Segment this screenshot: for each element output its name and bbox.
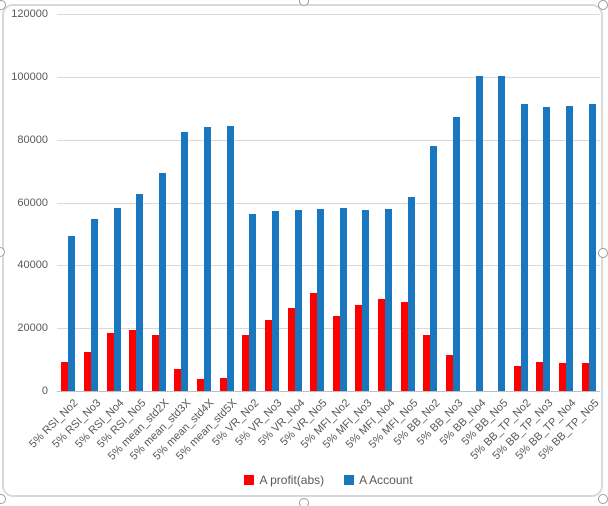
- selection-handle-bottom-right[interactable]: [598, 494, 608, 504]
- bar-profit[interactable]: [219, 378, 227, 391]
- y-tick-label: 100000: [11, 70, 48, 83]
- legend-swatch-icon: [344, 475, 355, 485]
- bar-profit[interactable]: [513, 365, 521, 391]
- y-gridline: [57, 139, 600, 141]
- bar-profit[interactable]: [287, 308, 295, 391]
- bar-profit[interactable]: [423, 334, 431, 391]
- y-gridline: [57, 76, 600, 78]
- bar-account[interactable]: [90, 219, 98, 391]
- y-tick-label: 40000: [17, 259, 48, 272]
- legend-item[interactable]: A profit(abs): [244, 473, 324, 487]
- bar-account[interactable]: [294, 210, 302, 391]
- bar-account[interactable]: [271, 211, 279, 391]
- bar-profit[interactable]: [242, 335, 250, 391]
- bar-account[interactable]: [452, 116, 460, 391]
- bar-profit[interactable]: [106, 332, 114, 391]
- bar-account[interactable]: [158, 173, 166, 391]
- bar-account[interactable]: [475, 76, 483, 391]
- bar-account[interactable]: [249, 214, 257, 391]
- bar-profit[interactable]: [83, 352, 91, 391]
- bar-account[interactable]: [113, 208, 121, 391]
- y-tick-label: 80000: [17, 133, 48, 146]
- selection-handle-bottom-left[interactable]: [0, 494, 6, 504]
- bar-account[interactable]: [588, 104, 596, 391]
- bar-account[interactable]: [407, 197, 415, 391]
- bar-profit[interactable]: [355, 304, 363, 391]
- bar-profit[interactable]: [197, 379, 205, 391]
- bar-account[interactable]: [339, 208, 347, 391]
- bar-account[interactable]: [362, 210, 370, 391]
- selection-handle-bottom-middle[interactable]: [299, 498, 309, 506]
- bar-profit[interactable]: [536, 362, 544, 391]
- legend-label: A Account: [359, 473, 413, 487]
- bar-account[interactable]: [543, 106, 551, 391]
- legend-item[interactable]: A Account: [344, 473, 413, 487]
- bar-profit[interactable]: [559, 362, 567, 391]
- bar-account[interactable]: [68, 236, 76, 391]
- y-tick-label: 60000: [17, 196, 48, 209]
- y-gridline: [57, 14, 600, 15]
- bar-account[interactable]: [566, 106, 574, 391]
- bar-profit[interactable]: [445, 354, 453, 391]
- bar-account[interactable]: [181, 132, 189, 391]
- bar-profit[interactable]: [581, 363, 589, 391]
- bar-profit[interactable]: [310, 293, 318, 391]
- bar-profit[interactable]: [174, 368, 182, 391]
- legend-label: A profit(abs): [259, 473, 325, 487]
- bar-profit[interactable]: [400, 302, 408, 391]
- y-tick-label: 20000: [17, 322, 48, 335]
- bar-profit[interactable]: [129, 330, 137, 391]
- y-gridline: [57, 202, 600, 204]
- selection-handle-top-middle[interactable]: [299, 0, 309, 6]
- bar-account[interactable]: [204, 126, 212, 391]
- chart-legend[interactable]: A profit(abs) A Account: [57, 470, 600, 490]
- bar-account[interactable]: [385, 209, 393, 391]
- bar-profit[interactable]: [264, 320, 272, 391]
- bar-account[interactable]: [430, 146, 438, 391]
- bar-profit[interactable]: [61, 362, 69, 391]
- bar-account[interactable]: [136, 194, 144, 391]
- bar-profit[interactable]: [332, 316, 340, 391]
- bar-profit[interactable]: [378, 299, 386, 391]
- bar-account[interactable]: [317, 209, 325, 391]
- bar-account[interactable]: [520, 104, 528, 391]
- bar-account[interactable]: [498, 76, 506, 391]
- selection-handle-top-left[interactable]: [0, 0, 6, 10]
- selection-handle-middle-right[interactable]: [598, 248, 608, 258]
- x-axis-line: [57, 391, 600, 392]
- legend-swatch-icon: [244, 475, 255, 485]
- y-gridline: [57, 265, 600, 267]
- selection-handle-top-right[interactable]: [598, 0, 608, 10]
- y-tick-label: 120000: [11, 8, 48, 20]
- y-tick-label: 0: [41, 385, 48, 397]
- y-gridline: [57, 328, 600, 330]
- bar-account[interactable]: [226, 125, 234, 391]
- bar-profit[interactable]: [151, 335, 159, 391]
